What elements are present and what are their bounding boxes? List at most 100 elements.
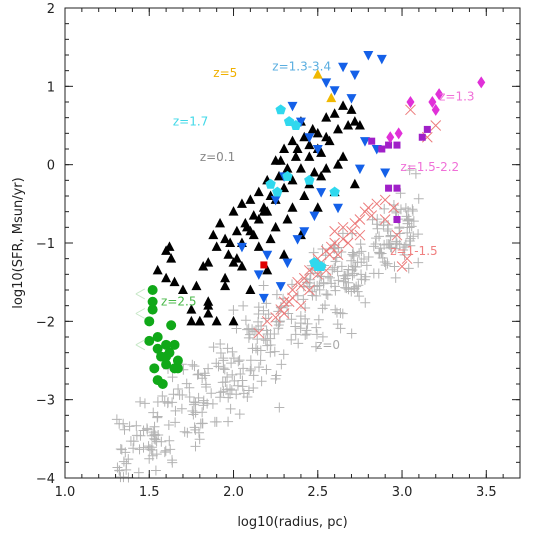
data-point <box>164 241 175 251</box>
data-point <box>354 120 365 130</box>
data-point <box>194 315 205 326</box>
data-point <box>220 233 231 244</box>
data-point <box>262 264 273 275</box>
data-point <box>368 137 376 145</box>
data-point <box>329 239 340 250</box>
data-point <box>211 315 222 326</box>
data-point <box>147 450 158 461</box>
data-point <box>349 70 360 81</box>
data-point <box>200 379 211 390</box>
data-point <box>134 444 145 455</box>
data-point <box>146 442 157 453</box>
data-point <box>312 268 324 280</box>
data-point <box>163 420 174 431</box>
data-point <box>203 257 214 267</box>
data-point <box>428 96 437 108</box>
data-point <box>343 120 354 130</box>
data-point <box>282 170 293 181</box>
data-point <box>386 131 395 144</box>
data-point <box>329 86 340 96</box>
data-point <box>223 416 234 427</box>
data-point <box>332 266 343 277</box>
data-point <box>253 241 264 251</box>
data-point <box>312 69 323 79</box>
data-point <box>222 371 233 382</box>
data-point <box>346 225 357 237</box>
data-point <box>274 402 285 413</box>
data-point <box>361 260 372 271</box>
data-point <box>208 342 219 353</box>
data-point <box>295 117 306 128</box>
series-annotation: z=0 <box>316 338 340 352</box>
series-annotation: z=0.1 <box>200 150 235 164</box>
data-point <box>400 239 411 250</box>
data-point <box>215 217 226 228</box>
data-point <box>287 135 298 146</box>
data-point <box>247 343 258 354</box>
data-point <box>147 285 158 295</box>
data-point <box>282 258 293 269</box>
y-tick-label: 2 <box>47 2 55 17</box>
data-point <box>260 313 271 324</box>
data-point <box>265 333 276 344</box>
data-point <box>321 78 332 88</box>
data-point <box>393 184 401 192</box>
data-point <box>270 312 282 323</box>
data-point <box>160 445 171 456</box>
data-point <box>290 321 301 332</box>
data-point <box>242 221 252 232</box>
series-annotation: z=1.3-3.4 <box>272 60 331 74</box>
data-point <box>215 387 226 398</box>
data-point <box>114 418 125 429</box>
data-point <box>380 168 391 178</box>
data-point <box>135 308 146 319</box>
data-point <box>318 277 329 288</box>
data-point <box>385 141 393 149</box>
data-point <box>321 163 332 173</box>
data-point <box>372 223 383 234</box>
data-point <box>371 198 383 210</box>
data-point <box>198 400 209 411</box>
data-point <box>236 261 247 271</box>
data-point <box>170 417 181 428</box>
data-point <box>385 184 393 192</box>
data-point <box>234 355 245 366</box>
x-tick-label: 2.5 <box>307 485 328 500</box>
y-axis-label: log10(SFR, Msun/yr) <box>11 177 26 308</box>
data-point <box>356 246 367 257</box>
data-point <box>413 193 424 204</box>
data-point <box>170 405 181 416</box>
data-point <box>327 264 338 275</box>
data-point <box>321 131 332 142</box>
data-point <box>316 170 327 181</box>
data-point <box>164 435 175 446</box>
data-point <box>477 76 486 89</box>
data-point <box>186 315 197 326</box>
data-point <box>400 203 411 214</box>
data-point <box>348 283 359 294</box>
data-point <box>329 108 340 118</box>
data-point <box>303 284 315 296</box>
y-tick-label: −4 <box>36 472 55 487</box>
data-point <box>332 249 344 261</box>
data-point <box>152 375 163 386</box>
data-point <box>322 289 333 300</box>
data-point <box>360 297 371 308</box>
data-point <box>269 328 280 339</box>
data-point <box>435 88 444 101</box>
data-point <box>304 139 315 150</box>
data-point <box>405 104 416 116</box>
data-point <box>298 272 310 284</box>
data-point <box>240 315 251 326</box>
data-point <box>363 51 374 61</box>
data-point <box>287 284 298 296</box>
data-point <box>329 186 340 197</box>
data-point <box>135 396 146 407</box>
data-point <box>236 198 247 208</box>
data-point <box>191 280 202 291</box>
data-point <box>374 247 385 258</box>
data-point <box>303 265 315 276</box>
data-point <box>161 351 172 362</box>
data-point <box>299 227 310 237</box>
data-point <box>360 271 371 282</box>
